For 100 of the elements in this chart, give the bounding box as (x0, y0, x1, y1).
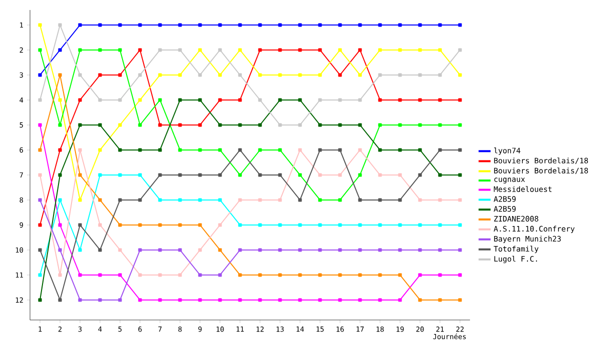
point (218, 98, 222, 102)
point (198, 198, 202, 202)
point (178, 198, 182, 202)
point (118, 248, 122, 252)
point (218, 48, 222, 52)
point (358, 48, 362, 52)
point (198, 248, 202, 252)
point (98, 273, 102, 277)
point (298, 23, 302, 27)
point (218, 298, 222, 302)
point (318, 23, 322, 27)
point (138, 73, 142, 77)
point (238, 173, 242, 177)
point (378, 48, 382, 52)
point (78, 48, 82, 52)
point (78, 273, 82, 277)
point (298, 198, 302, 202)
point (58, 123, 62, 127)
point (238, 73, 242, 77)
point (118, 273, 122, 277)
point (58, 223, 62, 227)
point (58, 273, 62, 277)
point (398, 298, 402, 302)
point (158, 248, 162, 252)
point (258, 148, 262, 152)
point (258, 48, 262, 52)
point (298, 73, 302, 77)
point (298, 173, 302, 177)
point (378, 223, 382, 227)
point (58, 148, 62, 152)
point (438, 298, 442, 302)
point (398, 248, 402, 252)
point (258, 223, 262, 227)
point (118, 223, 122, 227)
point (158, 198, 162, 202)
point (398, 73, 402, 77)
point (438, 123, 442, 127)
point (318, 173, 322, 177)
point (218, 223, 222, 227)
point (338, 73, 342, 77)
point (58, 198, 62, 202)
point (278, 98, 282, 102)
point (138, 123, 142, 127)
point (298, 148, 302, 152)
point (438, 173, 442, 177)
point (198, 298, 202, 302)
point (318, 98, 322, 102)
point (438, 248, 442, 252)
point (358, 273, 362, 277)
point (298, 273, 302, 277)
point (318, 273, 322, 277)
point (198, 148, 202, 152)
point (238, 148, 242, 152)
point (118, 73, 122, 77)
point (158, 98, 162, 102)
point (158, 123, 162, 127)
point (198, 73, 202, 77)
point (358, 148, 362, 152)
point (178, 248, 182, 252)
point (438, 73, 442, 77)
point (338, 148, 342, 152)
point (378, 173, 382, 177)
point (258, 98, 262, 102)
point (438, 273, 442, 277)
point (58, 248, 62, 252)
point (118, 23, 122, 27)
point (258, 248, 262, 252)
point (338, 173, 342, 177)
point (458, 48, 462, 52)
point (358, 73, 362, 77)
point (258, 198, 262, 202)
point (158, 273, 162, 277)
point (258, 298, 262, 302)
point (398, 148, 402, 152)
point (78, 223, 82, 227)
point (58, 73, 62, 77)
point (198, 23, 202, 27)
point (338, 48, 342, 52)
point (318, 48, 322, 52)
point (318, 123, 322, 127)
point (178, 98, 182, 102)
point (178, 123, 182, 127)
point (378, 123, 382, 127)
point (178, 73, 182, 77)
point (358, 23, 362, 27)
point (98, 248, 102, 252)
point (38, 148, 42, 152)
point (218, 198, 222, 202)
point (78, 248, 82, 252)
point (438, 98, 442, 102)
point (78, 198, 82, 202)
point (198, 173, 202, 177)
point (298, 48, 302, 52)
point (118, 98, 122, 102)
point (378, 23, 382, 27)
point (78, 123, 82, 127)
point (438, 198, 442, 202)
point (178, 173, 182, 177)
point (458, 123, 462, 127)
point (158, 148, 162, 152)
